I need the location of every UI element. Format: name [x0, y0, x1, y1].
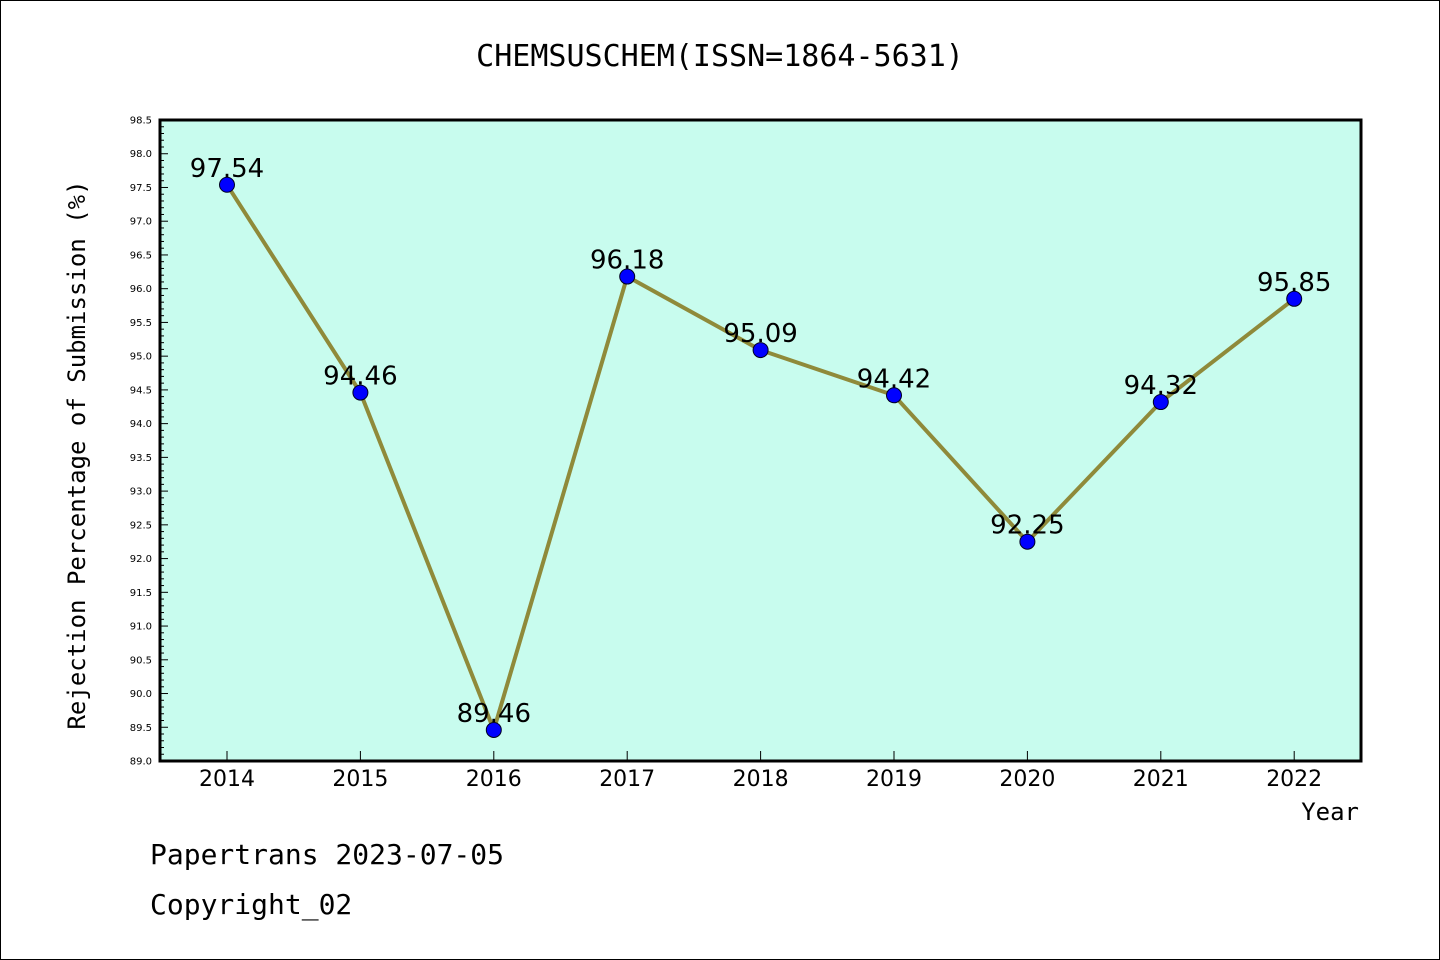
x-tick-label: 2020 — [999, 767, 1055, 792]
data-label: 92.25 — [990, 511, 1064, 541]
data-point — [619, 268, 636, 285]
y-tick-label: 98.5 — [130, 116, 152, 127]
chart-title: CHEMSUSCHEM(ISSN=1864-5631) — [476, 39, 964, 74]
x-axis-title: Year — [1301, 798, 1359, 826]
series-points-group — [219, 176, 1303, 738]
x-tick-label: 2016 — [466, 767, 522, 792]
y-tick-label: 95.0 — [130, 352, 152, 363]
y-tick-label: 97.0 — [130, 217, 152, 228]
x-tick-label: 2019 — [866, 767, 922, 792]
y-tick-label: 90.5 — [130, 655, 152, 666]
data-point — [752, 342, 769, 359]
y-tick-label: 93.0 — [130, 487, 152, 498]
data-point — [219, 176, 235, 193]
y-tick-label: 91.0 — [130, 622, 152, 633]
data-point — [485, 721, 502, 738]
data-label: 94.32 — [1124, 371, 1198, 401]
data-point — [886, 387, 902, 404]
data-point — [1286, 290, 1303, 307]
data-label: 96.18 — [590, 246, 664, 276]
x-tick-label: 2018 — [733, 767, 789, 792]
y-axis-ticks: 89.0 89.5 90.0 90.5 91.0 91.5 92.0 92.5 93.0 93.5… — [130, 116, 168, 768]
x-axis-ticks: 2014 2015 2016 2017 2018 2019 2020 2021 2022 — [199, 751, 1322, 792]
y-tick-label: 92.0 — [130, 554, 152, 565]
y-tick-label: 94.0 — [130, 419, 152, 430]
data-label: 95.85 — [1257, 268, 1331, 298]
y-tick-label: 92.5 — [130, 520, 152, 531]
plot-area — [158, 118, 1363, 763]
y-tick-label: 89.0 — [130, 757, 152, 768]
footer-date: Papertrans 2023-07-05 — [150, 838, 504, 871]
y-tick-label: 96.0 — [130, 284, 152, 295]
y-tick-label: 90.0 — [130, 689, 152, 700]
x-tick-label: 2017 — [599, 767, 655, 792]
data-label: 89.46 — [457, 699, 531, 729]
data-point — [352, 384, 369, 401]
x-tick-label: 2014 — [199, 767, 255, 792]
data-labels-group: 97.54 94.46 89.46 96.18 95.09 94.42 92.25 94.32… — [190, 154, 1332, 729]
y-tick-label: 98.0 — [130, 149, 152, 160]
data-point — [1019, 533, 1036, 550]
data-label: 95.09 — [723, 319, 797, 349]
x-tick-label: 2022 — [1266, 767, 1322, 792]
y-tick-label: 96.5 — [130, 250, 152, 261]
data-label: 97.54 — [190, 154, 264, 184]
x-tick-label: 2021 — [1133, 767, 1189, 792]
data-label: 94.42 — [857, 364, 931, 394]
y-tick-label: 97.5 — [130, 183, 152, 194]
y-axis-title: Rejection Percentage of Submission (%) — [63, 180, 91, 729]
footer-copyright: Copyright_02 — [150, 888, 352, 922]
data-point — [1152, 394, 1169, 411]
y-tick-label: 91.5 — [130, 588, 152, 599]
x-tick-label: 2015 — [332, 767, 388, 792]
data-label: 94.46 — [323, 362, 397, 392]
y-tick-label: 89.5 — [130, 723, 152, 734]
y-tick-label: 93.5 — [130, 453, 152, 464]
y-tick-label: 94.5 — [130, 385, 152, 396]
y-tick-label: 95.5 — [130, 318, 152, 329]
